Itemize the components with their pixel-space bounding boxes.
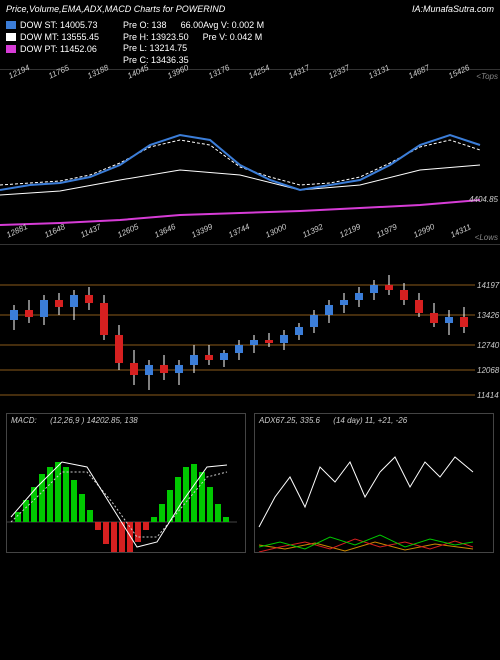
tops-tag: <Tops — [476, 72, 498, 81]
svg-text:12740: 12740 — [477, 341, 500, 350]
stats-row: Pre H: 13923.50 Pre V: 0.042 M — [123, 32, 264, 44]
ema-svg — [0, 85, 500, 245]
adx-panel: ADX67.25, 335.6 (14 day) 11, +21, -26 — [254, 413, 494, 553]
chart-header: Price,Volume,EMA,ADX,MACD Charts for POW… — [0, 0, 500, 18]
macd-panel: MACD: (12,26,9 ) 14202.85, 138 — [6, 413, 246, 553]
macd-label: MACD: — [11, 416, 37, 425]
upper-x-labels: 1219411765131881404513960131761425414317… — [0, 72, 480, 81]
legend-swatch — [6, 21, 16, 29]
legend-stats-row: DOW ST: 14005.73 DOW MT: 13555.45 DOW PT: … — [0, 18, 500, 69]
chart-title: Price,Volume,EMA,ADX,MACD Charts for POW… — [6, 4, 225, 14]
legend-block: DOW ST: 14005.73 DOW MT: 13555.45 DOW PT: … — [6, 20, 99, 67]
adx-label: ADX67.25, 335.6 — [259, 416, 320, 425]
stat-cell: 66.00Avg V: 0.002 M — [181, 20, 265, 32]
indicator-row: MACD: (12,26,9 ) 14202.85, 138 ADX67.25,… — [0, 409, 500, 557]
stat-cell: Pre O: 138 — [123, 20, 167, 32]
lows-labels: 1288111648114371260513646133991374413000… — [0, 231, 480, 240]
chart-source: IA:MunafaSutra.com — [412, 4, 494, 14]
macd-detail: (12,26,9 ) 14202.85, 138 — [50, 416, 138, 425]
stats-block: Pre O: 138 66.00Avg V: 0.002 MPre H: 1392… — [123, 20, 264, 67]
stat-cell: Pre H: 13923.50 — [123, 32, 189, 44]
legend-label: DOW MT: 13555.45 — [20, 32, 99, 42]
macd-svg — [7, 427, 237, 552]
stats-row: Pre O: 138 66.00Avg V: 0.002 M — [123, 20, 264, 32]
ema-panel: 1219411765131881404513960131761425414317… — [0, 69, 500, 244]
legend-label: DOW PT: 11452.06 — [20, 44, 97, 54]
candle-svg: 14197 13426 12740 12068 11414 — [0, 245, 500, 410]
price-label: 4404.85 — [469, 195, 498, 204]
legend-swatch — [6, 45, 16, 53]
svg-text:14197: 14197 — [477, 281, 500, 290]
svg-text:13426: 13426 — [477, 311, 500, 320]
stats-row: Pre L: 13214.75 — [123, 43, 264, 55]
adx-svg — [255, 427, 485, 552]
legend-item: DOW ST: 14005.73 — [6, 20, 99, 30]
stat-cell: Pre L: 13214.75 — [123, 43, 187, 55]
stat-cell: Pre V: 0.042 M — [203, 32, 263, 44]
lows-tag: <Lows — [475, 233, 498, 242]
svg-text:12068: 12068 — [477, 366, 500, 375]
adx-detail: (14 day) 11, +21, -26 — [333, 416, 407, 425]
legend-label: DOW ST: 14005.73 — [20, 20, 98, 30]
legend-item: DOW MT: 13555.45 — [6, 32, 99, 42]
svg-text:11414: 11414 — [477, 391, 499, 400]
adx-header: ADX67.25, 335.6 (14 day) 11, +21, -26 — [255, 414, 493, 427]
stat-cell: Pre C: 13436.35 — [123, 55, 189, 67]
candle-panel: 14197 13426 12740 12068 11414 — [0, 244, 500, 409]
legend-item: DOW PT: 11452.06 — [6, 44, 99, 54]
macd-header: MACD: (12,26,9 ) 14202.85, 138 — [7, 414, 245, 427]
legend-swatch — [6, 33, 16, 41]
